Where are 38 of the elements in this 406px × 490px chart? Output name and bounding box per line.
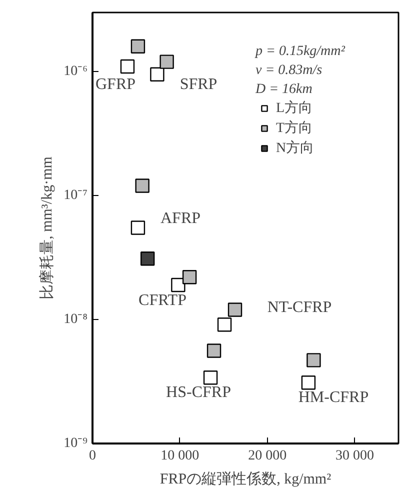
point [160,54,174,69]
y-tick-label: 10⁻⁶ [64,64,88,80]
point [171,278,186,292]
legend-label: L方向 [276,99,313,117]
annotation: HS-CFRP [166,384,232,401]
x-tick-label: 30 000 [336,448,374,464]
y-axis-title: 比摩耗量, mm³/kg·mm [38,156,56,300]
annotation: HM-CFRP [298,389,369,406]
x-tick-label: 0 [89,448,96,464]
point [228,302,242,317]
annotation: NT-CFRP [267,299,332,316]
annotation: AFRP [160,210,201,227]
point [301,375,316,390]
legend-label: T方向 [276,119,313,137]
legend-label: N方向 [276,139,314,157]
annotation: p = 0.15kg/mm² [254,44,346,59]
point [130,220,146,235]
annotation: CFRTP [138,292,187,309]
point [130,39,146,54]
point [217,318,232,332]
point [203,370,218,385]
point [206,344,222,358]
annotation: GFRP [95,76,136,93]
point [135,178,150,193]
point [150,67,164,82]
point [140,252,155,266]
y-tick-label: 10⁻⁹ [64,436,88,451]
annotation: D = 16km [254,82,312,97]
y-tick-label: 10⁻⁸ [64,312,88,328]
point [306,353,321,368]
point [182,270,197,284]
y-tick-label: 10⁻⁷ [64,188,88,204]
x-tick-label: 10 000 [160,448,200,464]
annotation: v = 0.83m/s [256,63,323,78]
x-axis-title: FRPの縦弾性係数, kg/mm² [160,470,332,488]
annotation: SFRP [180,76,218,93]
point [120,59,135,74]
x-tick-label: 20 000 [248,448,287,464]
